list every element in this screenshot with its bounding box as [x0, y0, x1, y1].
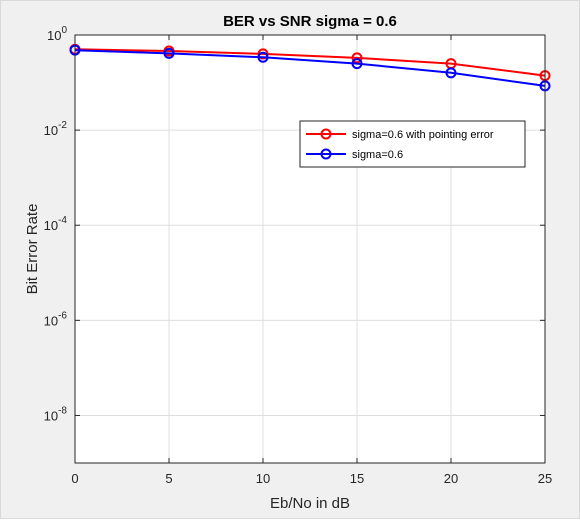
- axis-ticks: 0 5 10 15 20 25 100 10-2 10-4 10-6 10-8: [44, 25, 553, 486]
- series-line-0: [74, 48, 546, 77]
- y-tick-label: 100: [47, 25, 67, 43]
- x-axis-label: Eb/No in dB: [270, 495, 350, 512]
- x-tick-label: 20: [444, 471, 458, 486]
- y-axis-label: Bit Error Rate: [24, 204, 41, 295]
- series-1-point: [351, 58, 363, 70]
- legend-box: [299, 120, 526, 168]
- x-tick-label: 0: [71, 471, 78, 486]
- legend-marker-pointing-error: [320, 128, 332, 140]
- y-tick-label: 10-2: [44, 120, 68, 138]
- x-tick-label: 25: [538, 471, 552, 486]
- legend-label-pointing-error: sigma=0.6 with pointing error: [352, 129, 494, 141]
- plot-area: [75, 35, 545, 463]
- legend: sigma=0.6 with pointing error sigma=0.6: [299, 120, 526, 168]
- series-1-point: [163, 47, 175, 59]
- y-tick-label: 10-6: [44, 310, 68, 328]
- y-tick-label: 10-4: [44, 215, 68, 233]
- x-tick-label: 5: [165, 471, 172, 486]
- legend-label-sigma: sigma=0.6: [352, 149, 403, 161]
- series-0-point: [351, 52, 363, 64]
- axes-box: [74, 34, 546, 464]
- series-layer: [69, 43, 551, 92]
- series-1-point: [257, 51, 269, 63]
- series-0-point: [257, 48, 269, 60]
- x-tick-label: 15: [350, 471, 364, 486]
- y-tick-label: 10-8: [44, 405, 68, 423]
- x-tick-label: 10: [256, 471, 270, 486]
- series-line-1: [74, 49, 546, 87]
- series-1-point: [445, 67, 457, 79]
- chart-title: BER vs SNR sigma = 0.6: [223, 13, 397, 30]
- legend-marker-sigma: [320, 148, 332, 160]
